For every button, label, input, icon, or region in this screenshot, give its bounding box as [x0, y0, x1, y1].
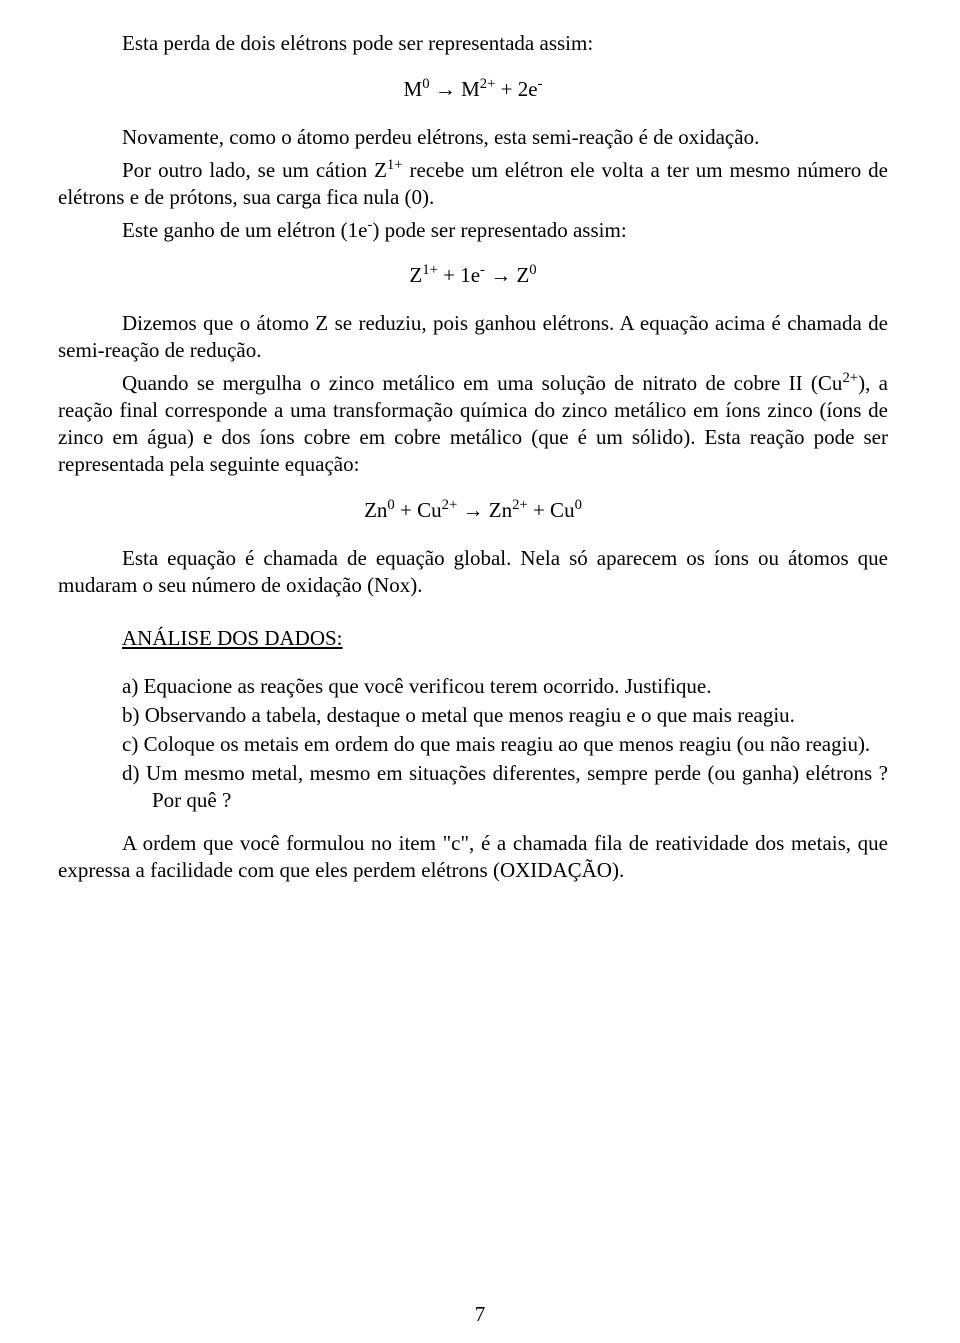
equation-1: M0 → M2+ + 2e- [58, 77, 888, 102]
p3-first: Por outro lado, se um cátion Z1+ recebe … [122, 158, 730, 182]
list-item-a: a) Equacione as reações que você verific… [122, 673, 888, 700]
paragraph-3: Por outro lado, se um cátion Z1+ recebe … [58, 157, 888, 211]
list-item-b: b) Observando a tabela, destaque o metal… [122, 702, 888, 729]
paragraph-2: Novamente, como o átomo perdeu elétrons,… [58, 124, 888, 151]
paragraph-1: Esta perda de dois elétrons pode ser rep… [58, 30, 888, 57]
page-number: 7 [0, 1302, 960, 1327]
p2-cont: oxidação. [678, 125, 759, 149]
list-item-c: c) Coloque os metais em ordem do que mai… [122, 731, 888, 758]
page: Esta perda de dois elétrons pode ser rep… [0, 0, 960, 1343]
paragraph-7: Esta equação é chamada de equação global… [58, 545, 888, 599]
paragraph-4: Este ganho de um elétron (1e-) pode ser … [58, 217, 888, 244]
paragraph-8: A ordem que você formulou no item "c", é… [58, 830, 888, 884]
equation-2: Z1+ + 1e- → Z0 [58, 263, 888, 288]
p7-first: Esta equação é chamada de equação global… [122, 546, 788, 570]
p5-first: Dizemos que o átomo Z se reduziu, pois g… [122, 311, 715, 335]
p6-first: Quando se mergulha o zinco metálico em u… [122, 371, 789, 395]
equation-3: Zn0 + Cu2+ → Zn2+ + Cu0 [58, 498, 888, 523]
paragraph-5: Dizemos que o átomo Z se reduziu, pois g… [58, 310, 888, 364]
list-item-d: d) Um mesmo metal, mesmo em situações di… [122, 760, 888, 814]
paragraph-6: Quando se mergulha o zinco metálico em u… [58, 370, 888, 478]
analysis-list: a) Equacione as reações que você verific… [122, 673, 888, 813]
p2-first: Novamente, como o átomo perdeu elétrons,… [122, 125, 678, 149]
p8-first: A ordem que você formulou no item "c", é… [122, 831, 755, 855]
section-heading: ANÁLISE DOS DADOS: [122, 626, 888, 651]
